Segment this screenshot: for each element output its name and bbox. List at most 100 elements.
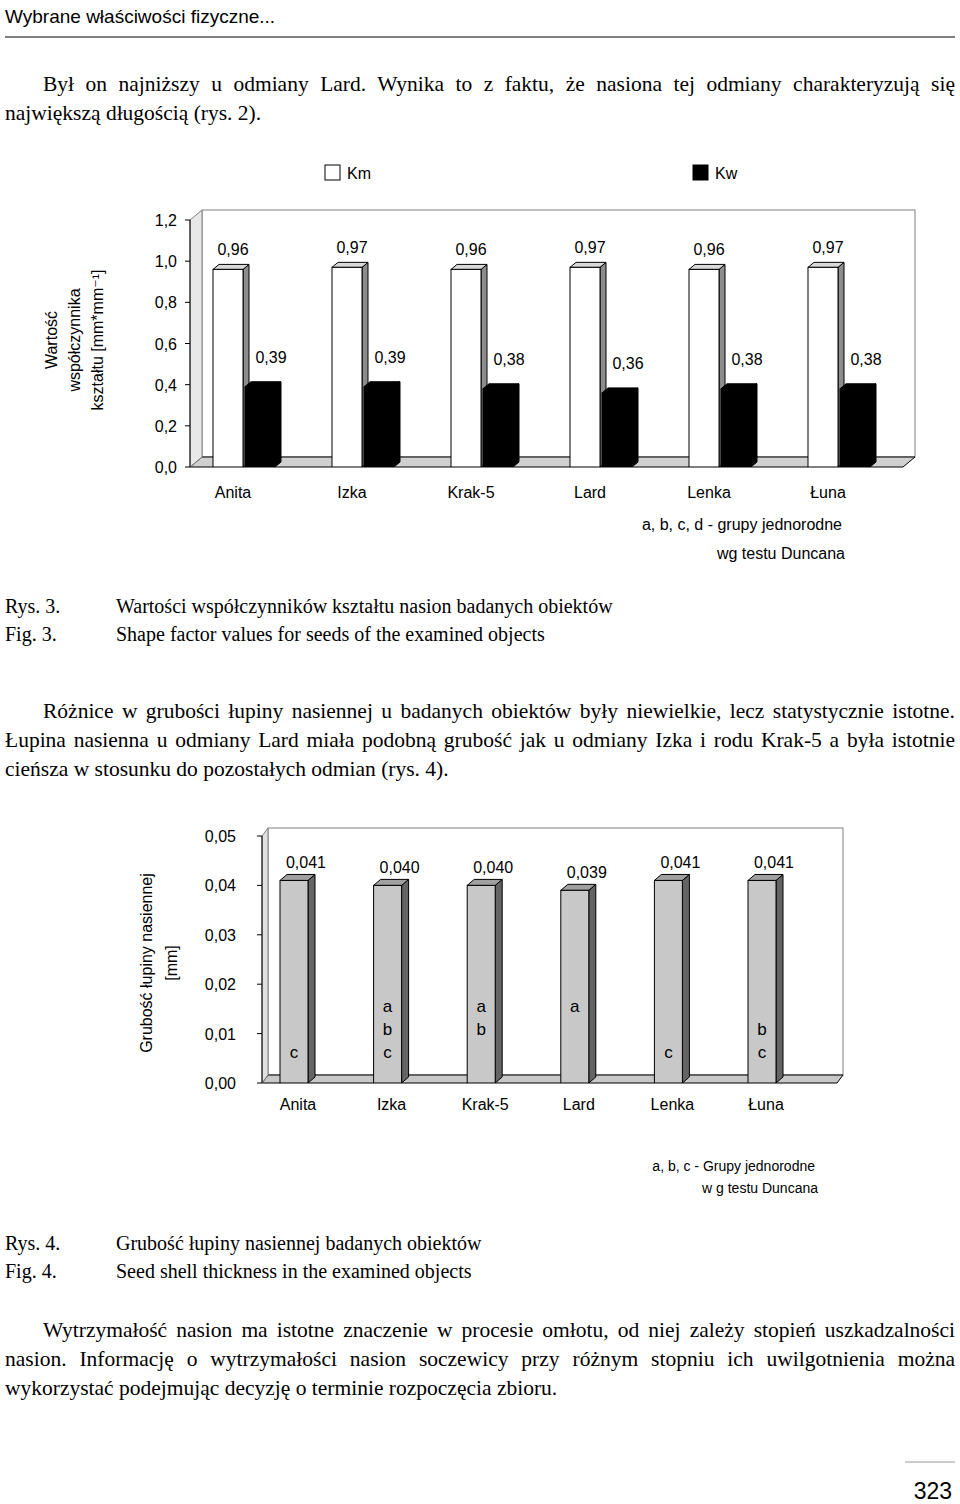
bar-top — [483, 384, 519, 389]
bar-side — [394, 382, 400, 467]
data-label: 0,041 — [286, 854, 326, 871]
annotation: w g testu Duncana — [701, 1180, 818, 1196]
bar-side — [275, 382, 281, 467]
data-label: 0,040 — [380, 859, 420, 876]
y-tick — [257, 836, 262, 837]
running-title: Wybrane właściwości fizyczne... — [5, 6, 275, 28]
data-label: 0,38 — [850, 351, 881, 368]
data-label: 0,039 — [567, 864, 607, 881]
x-tick-label: Izka — [337, 484, 366, 501]
bar-side — [776, 874, 783, 1083]
legend-swatch — [693, 165, 708, 180]
y-tick-label: 0,8 — [155, 294, 177, 311]
bars — [280, 874, 783, 1083]
legend-label: Km — [347, 165, 371, 182]
page: Wybrane właściwości fizyczne...323Był on… — [0, 0, 960, 1504]
bar — [280, 880, 308, 1083]
y-tick-label: 0,04 — [205, 877, 236, 894]
y-tick — [185, 261, 190, 262]
bar — [689, 269, 719, 467]
y-tick-label: 0,03 — [205, 927, 236, 944]
footer-rule — [905, 1462, 955, 1463]
data-label: 0,97 — [336, 239, 367, 256]
y-tick — [185, 467, 190, 468]
y-tick — [185, 343, 190, 344]
data-label: 0,041 — [660, 854, 700, 871]
x-tick-label: Anita — [280, 1096, 317, 1113]
y-tick-label: 0,2 — [155, 418, 177, 435]
y-axis-label: współczynnika — [66, 288, 83, 392]
bar — [451, 269, 481, 467]
x-tick-label: Anita — [215, 484, 252, 501]
paragraph: Wytrzymałość nasion ma istotne znaczenie… — [5, 1316, 955, 1403]
paragraph: Był on najniższy u odmiany Lard. Wynika … — [5, 70, 955, 128]
y-tick — [257, 934, 262, 935]
bar — [561, 890, 589, 1083]
x-tick-label: Lard — [563, 1096, 595, 1113]
y-axis-label: kształtu [mm*mm⁻¹] — [89, 270, 106, 411]
bar — [332, 267, 362, 467]
plot-side-wall — [262, 828, 268, 1083]
bar — [748, 880, 776, 1083]
y-tick-label: 0,00 — [205, 1075, 236, 1092]
data-label: 0,96 — [455, 241, 486, 258]
group-letter: c — [664, 1043, 673, 1062]
bar-top — [689, 264, 725, 269]
bar-top — [332, 262, 368, 267]
bar-side — [682, 874, 689, 1083]
x-tick-label: Łuna — [748, 1096, 784, 1113]
data-label: 0,97 — [812, 239, 843, 256]
y-tick-label: 0,0 — [155, 459, 177, 476]
data-label: 0,96 — [217, 241, 248, 258]
bar — [570, 267, 600, 467]
x-tick-label: Izka — [377, 1096, 406, 1113]
data-label: 0,38 — [493, 351, 524, 368]
legend-swatch — [325, 165, 340, 180]
caption-label: Rys. 4. — [5, 1232, 60, 1255]
chart-1: 0,00,20,40,60,81,01,2Wartośćwspółczynnik… — [43, 165, 915, 562]
y-tick — [185, 220, 190, 221]
group-letter: b — [383, 1020, 392, 1039]
bars — [213, 262, 876, 467]
group-letter: c — [290, 1043, 299, 1062]
header-rule — [5, 36, 955, 37]
plot-side-wall — [190, 210, 202, 467]
group-letter: a — [570, 997, 580, 1016]
bar-top — [280, 874, 315, 880]
bar — [364, 387, 394, 467]
y-tick-label: 0,01 — [205, 1026, 236, 1043]
data-label: 0,97 — [574, 239, 605, 256]
bar-side — [632, 388, 638, 467]
y-tick — [257, 885, 262, 886]
y-tick — [257, 1083, 262, 1084]
data-label: 0,38 — [731, 351, 762, 368]
group-letter: c — [383, 1043, 392, 1062]
x-tick-label: Lenka — [651, 1096, 695, 1113]
bar-top — [213, 264, 249, 269]
paragraph: Różnice w grubości łupiny nasiennej u ba… — [5, 697, 955, 784]
bar — [467, 885, 495, 1083]
caption-label: Fig. 3. — [5, 623, 57, 646]
y-tick — [257, 1033, 262, 1034]
bar — [654, 880, 682, 1083]
y-tick-label: 0,4 — [155, 377, 177, 394]
x-tick-label: Krak-5 — [447, 484, 494, 501]
bar-side — [751, 384, 757, 467]
group-letter: b — [757, 1020, 766, 1039]
data-label: 0,39 — [255, 349, 286, 366]
data-label: 0,040 — [473, 859, 513, 876]
bar-top — [364, 382, 400, 387]
annotation: wg testu Duncana — [716, 545, 845, 562]
y-axis-label: [mm] — [163, 945, 180, 981]
chart-2: 0,000,010,020,030,040,05Grubość łupiny n… — [138, 828, 843, 1196]
bar-top — [570, 262, 606, 267]
bar — [721, 389, 751, 467]
y-axis-label: Grubość łupiny nasiennej — [138, 873, 155, 1053]
bar-top — [451, 264, 487, 269]
y-tick — [185, 384, 190, 385]
charts-layer: 0,00,20,40,60,81,01,2Wartośćwspółczynnik… — [0, 0, 960, 1504]
bar-side — [589, 884, 596, 1083]
y-tick — [185, 425, 190, 426]
caption-text: Seed shell thickness in the examined obj… — [116, 1260, 471, 1283]
annotation: a, b, c, d - grupy jednorodne — [642, 516, 842, 533]
